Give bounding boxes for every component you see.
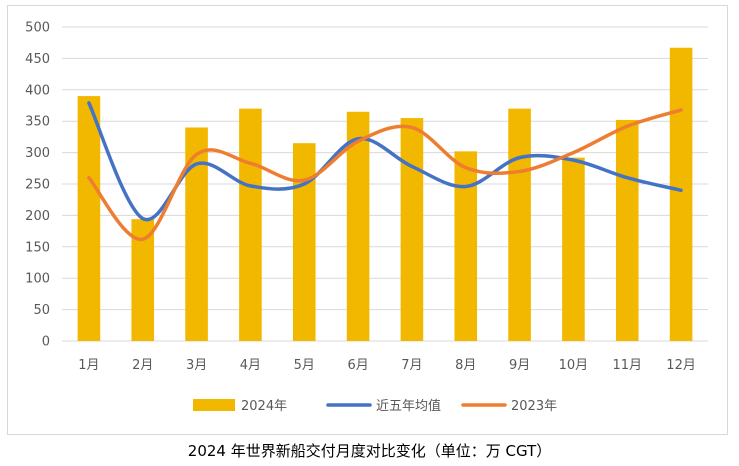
bar-8 (454, 151, 478, 341)
x-axis-ticks: 1月 2月 3月 4月 5月 6月 7月 8月 9月 10月 11月 12月 (78, 358, 696, 373)
chart-caption: 2024 年世界新船交付月度对比变化（单位：万 CGT） (187, 442, 552, 460)
bar-9 (508, 108, 531, 341)
x-tick-label: 12月 (666, 358, 696, 373)
legend-item-3: 2023年 (461, 399, 557, 414)
bar-10 (562, 157, 585, 341)
y-tick-label: 200 (25, 209, 50, 224)
bar-1 (77, 96, 101, 341)
x-tick-label: 5月 (294, 358, 315, 373)
x-tick-label: 11月 (612, 358, 642, 373)
legend-label: 2023年 (511, 399, 557, 414)
y-tick-label: 500 (25, 21, 50, 36)
y-tick-label: 250 (25, 178, 50, 193)
line-series-1 (87, 101, 683, 222)
legend-swatch (193, 399, 235, 411)
y-tick-label: 100 (25, 272, 50, 287)
x-tick-label: 4月 (240, 358, 261, 373)
y-tick-label: 350 (25, 115, 50, 130)
bar-5 (292, 143, 316, 341)
x-tick-label: 9月 (509, 358, 530, 373)
x-tick-label: 8月 (455, 358, 476, 373)
bars-2024 (77, 47, 693, 341)
x-tick-label: 6月 (347, 358, 368, 373)
y-tick-label: 50 (33, 303, 50, 318)
x-tick-label: 7月 (401, 358, 422, 373)
bar-11 (615, 119, 639, 341)
legend: 2024年 近五年均值 2023年 (193, 398, 557, 414)
series-lines (87, 101, 683, 242)
y-tick-label: 300 (25, 146, 50, 161)
y-axis-ticks: 0 50 100 150 200 250 300 350 400 450 500 (25, 21, 50, 350)
x-tick-label: 2月 (132, 358, 153, 373)
bar-7 (400, 118, 424, 341)
legend-item-2: 近五年均值 (326, 398, 441, 414)
bar-2 (131, 219, 155, 341)
line-series-2 (87, 108, 683, 242)
legend-item-1: 2024年 (193, 399, 287, 414)
chart-svg: 0 50 100 150 200 250 300 350 400 450 500 1月 2月 3月 4月 5… (25, 21, 708, 414)
bar-6 (346, 111, 370, 341)
y-tick-label: 0 (42, 335, 50, 350)
bar-12 (669, 47, 693, 341)
bar-4 (239, 108, 262, 341)
y-tick-label: 150 (25, 240, 50, 255)
x-tick-label: 3月 (186, 358, 207, 373)
legend-label: 近五年均值 (376, 398, 441, 414)
y-tick-label: 400 (25, 83, 50, 98)
x-tick-label: 10月 (559, 358, 589, 373)
y-tick-label: 450 (25, 52, 50, 67)
legend-label: 2024年 (241, 399, 287, 414)
grid-lines (62, 26, 708, 342)
x-tick-label: 1月 (78, 358, 99, 373)
bar-3 (185, 127, 208, 341)
